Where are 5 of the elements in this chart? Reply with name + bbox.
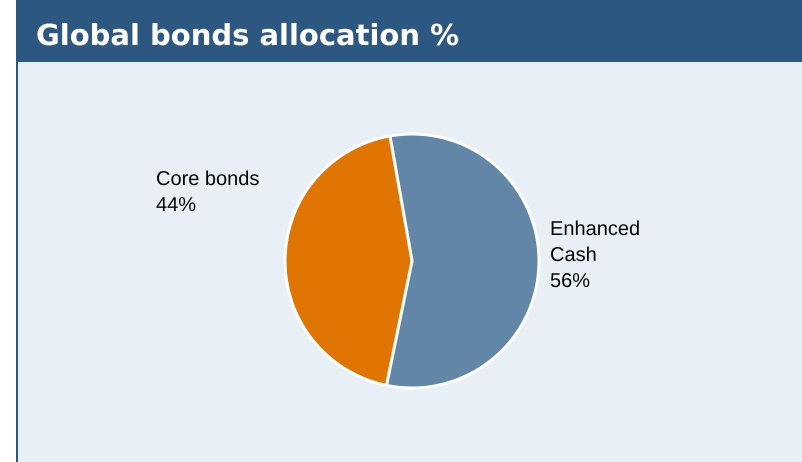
slice-label: Enhanced Cash	[550, 218, 640, 266]
data-label: 44%	[156, 194, 196, 216]
data-label: 56%	[550, 270, 590, 292]
slice-label: Core bonds	[156, 168, 260, 190]
chart-title: Global bonds allocation %	[16, 0, 802, 62]
